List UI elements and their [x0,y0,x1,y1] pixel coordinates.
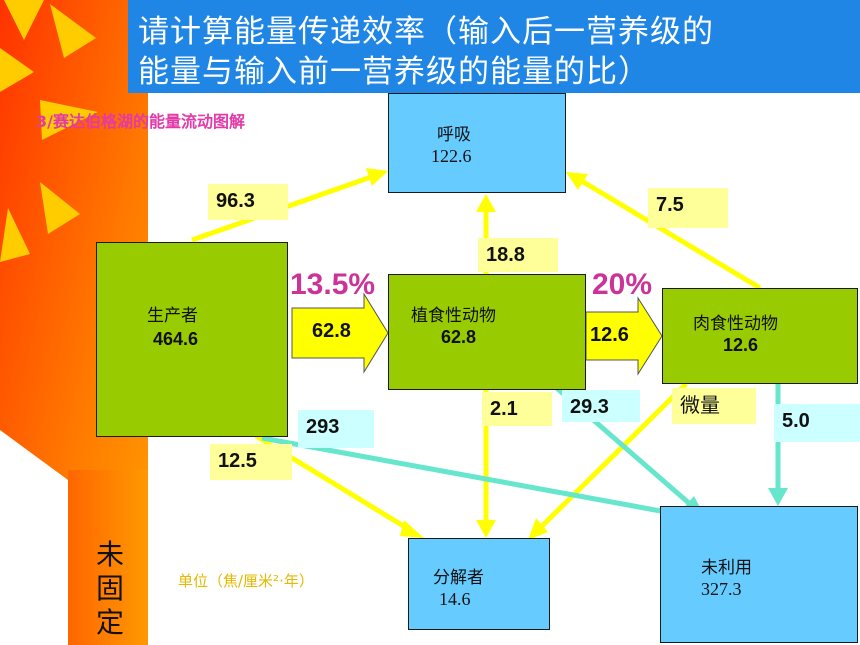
sun-rays [0,0,98,262]
box-herbivore-name: 植食性动物 [411,306,496,326]
box-respiration: 呼吸 122.6 [388,93,566,193]
box-carnivore-value: 12.6 [723,335,759,355]
box-herbivore-value: 62.8 [441,327,477,347]
box-decomposer-name: 分解者 [433,568,484,588]
box-unused-value: 327.3 [701,579,742,599]
unfixed-char-1: 未 [95,538,124,571]
box-unused: 未利用 327.3 [660,506,858,643]
box-producer-name: 生产者 [147,306,198,326]
unit-note: 单位（焦/厘米²·年） [178,572,314,590]
label-herbivore-to-unused: 29.3 [562,390,640,422]
box-producer-value: 464.6 [153,329,199,349]
label-herbivore-respiration: 18.8 [478,238,558,272]
block-arrow-herbivore-carnivore [585,296,663,376]
label-producer-to-herbivore: 62.8 [312,320,351,342]
label-producer-to-decomposer: 12.5 [210,444,292,480]
label-carnivore-to-unused: 5.0 [774,404,860,442]
label-carnivore-to-decomposer: 微量 [672,388,756,424]
sunlight-beam [68,470,148,645]
diagram-subtitle: 3/赛达伯格湖的能量流动图解 [36,112,245,131]
title-line-2: 能量与输入前一营养级的能量的比） [138,54,650,90]
label-herbivore-to-decomposer: 2.1 [482,392,552,426]
box-herbivore: 植食性动物 62.8 [388,274,586,390]
title-line-1: 请计算能量传递效率（输入后一营养级的 [138,14,714,50]
unfixed-char-3: 定 [95,606,124,639]
label-herbivore-to-carnivore: 12.6 [590,324,629,346]
unfixed-energy-label: 未 固 定 [90,538,130,640]
box-carnivore-name: 肉食性动物 [693,314,778,334]
title-band [128,0,860,93]
efficiency-herbivore-to-carnivore: 20% [592,268,653,301]
box-respiration-value: 122.6 [431,146,472,166]
unfixed-char-2: 固 [95,572,124,605]
label-carnivore-respiration: 7.5 [648,188,728,228]
label-producer-to-unused: 293 [298,410,374,448]
box-producer: 生产者 464.6 [96,242,288,437]
block-arrow-producer-herbivore [291,292,389,374]
box-decomposer: 分解者 14.6 [408,538,550,630]
label-producer-respiration: 96.3 [208,184,288,220]
box-decomposer-value: 14.6 [439,589,471,609]
box-carnivore: 肉食性动物 12.6 [662,288,858,384]
efficiency-producer-to-herbivore: 13.5% [290,268,376,301]
box-respiration-name: 呼吸 [437,125,471,145]
box-unused-name: 未利用 [701,558,752,578]
